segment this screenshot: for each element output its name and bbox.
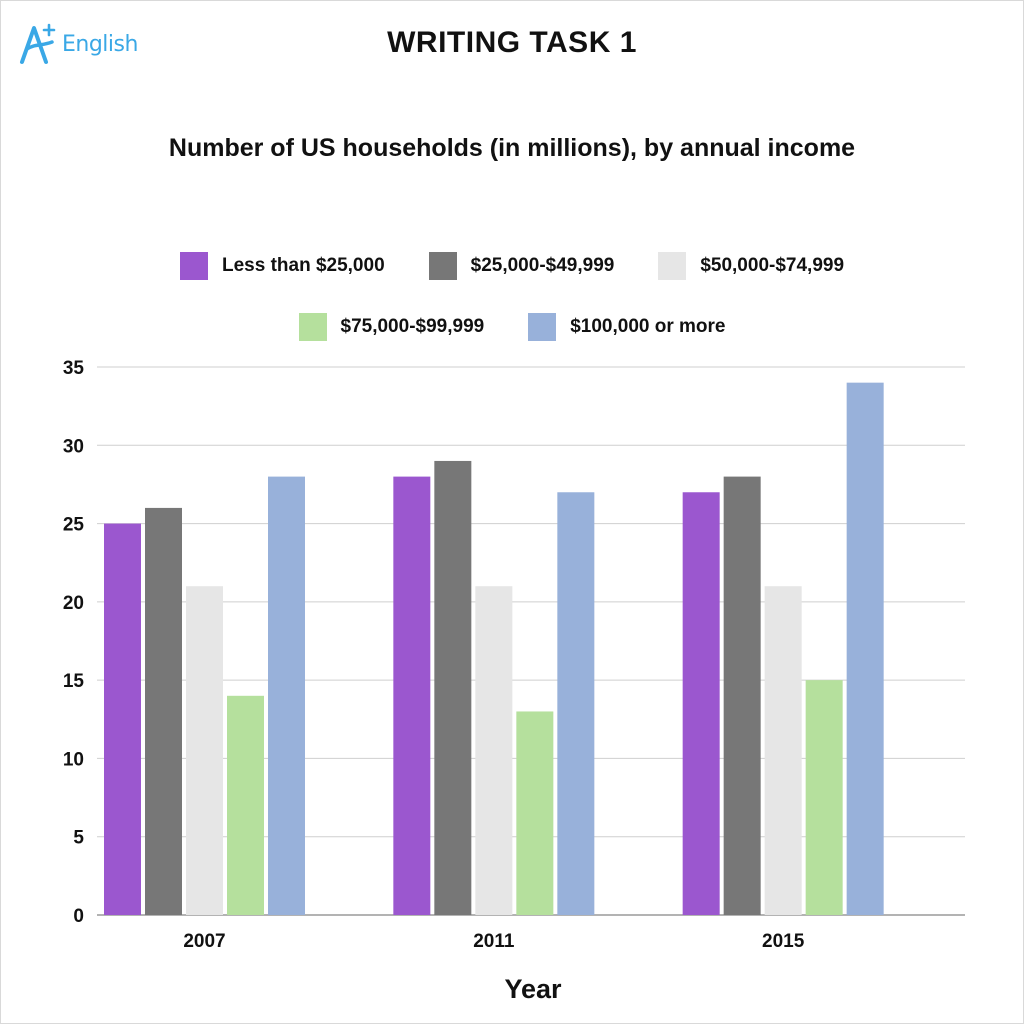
bar [104, 523, 141, 915]
legend-label: $75,000-$99,999 [340, 316, 485, 337]
legend-swatch [658, 252, 687, 280]
bar [434, 460, 472, 915]
chart-title: Number of US households (in millions), b… [168, 134, 856, 162]
y-tick-label: 0 [73, 906, 84, 927]
y-tick-label: 20 [63, 593, 84, 614]
bar [186, 586, 223, 915]
bar [764, 586, 802, 915]
legend-item: $50,000-$74,999 [658, 252, 844, 280]
bar [145, 507, 182, 915]
legend-label: Less than $25,000 [221, 255, 385, 276]
legend-label: $50,000-$74,999 [700, 255, 845, 276]
y-tick-label: 30 [63, 436, 84, 457]
bar [846, 382, 884, 916]
brand-name: English [62, 31, 138, 57]
y-tick-label: 10 [63, 749, 84, 770]
bar [682, 492, 720, 915]
bar [557, 492, 595, 915]
legend-label: $100,000 or more [570, 316, 726, 337]
bar [393, 476, 431, 915]
legend-row-1: Less than $25,000 $25,000-$49,999 $50,00… [0, 252, 1024, 280]
x-tick-label: 2015 [762, 931, 805, 952]
bar [516, 711, 554, 915]
y-tick-label: 5 [73, 828, 84, 849]
legend-item: $25,000-$49,999 [428, 252, 615, 280]
bar [805, 680, 843, 915]
legend-swatch [428, 252, 457, 280]
brand-logo: English [18, 22, 138, 66]
bar [227, 695, 264, 915]
bar [475, 586, 513, 915]
y-tick-label: 35 [63, 358, 85, 379]
legend-row-2: $75,000-$99,999 $100,000 or more [0, 313, 1024, 341]
legend-swatch [528, 313, 557, 341]
a-plus-logo-icon [20, 23, 56, 64]
legend-item: $100,000 or more [528, 313, 725, 341]
x-axis-label: Year [504, 974, 562, 1004]
legend-item: $75,000-$99,999 [298, 313, 485, 341]
x-tick-label: 2011 [473, 931, 515, 952]
x-tick-label: 2007 [183, 931, 225, 952]
legend-swatch [179, 252, 208, 280]
page-heading: WRITING TASK 1 [387, 26, 637, 59]
legend-swatch [298, 313, 327, 341]
bar [268, 476, 305, 915]
y-tick-label: 15 [63, 671, 85, 692]
legend-item: Less than $25,000 [179, 252, 385, 280]
legend-label: $25,000-$49,999 [470, 255, 615, 276]
y-tick-label: 25 [63, 515, 85, 536]
bar [723, 476, 761, 915]
